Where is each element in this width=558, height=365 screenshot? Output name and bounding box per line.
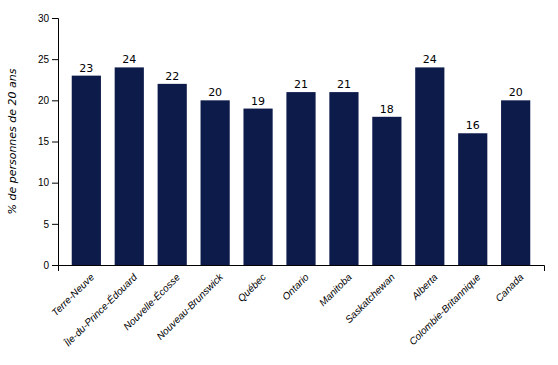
y-tick: 25 [38, 54, 58, 65]
bar [415, 67, 444, 265]
y-tick-label: 5 [43, 219, 49, 230]
x-tick: Saskatchewan [343, 271, 397, 325]
x-tick: Ontario [280, 271, 311, 302]
chart-svg: 0 5 10 15 20 25 30 Terre-NeuveÎle-du-Prince-Édo… [0, 0, 558, 365]
y-tick: 30 [38, 13, 58, 24]
data-label: 21 [337, 78, 351, 91]
plot-area: 0 5 10 15 20 25 30 Terre-NeuveÎle-du-Prince-Édo… [38, 13, 545, 349]
x-tick: Alberta [409, 271, 440, 302]
data-label: 21 [294, 78, 308, 91]
bar [458, 133, 487, 265]
data-label: 18 [380, 103, 394, 116]
y-tick-label: 25 [38, 54, 50, 65]
x-tick-label: Nouveau-Brunswick [154, 271, 225, 342]
y-axis-title: % de personnes de 20 ans [6, 68, 19, 214]
y-tick-mark [52, 224, 58, 225]
x-tick: Québec [235, 271, 268, 304]
bar [286, 92, 315, 265]
y-tick-label: 10 [38, 177, 50, 188]
y-tick-label: 15 [38, 136, 50, 147]
data-label: 24 [122, 53, 136, 66]
x-tick: Terre-Neuve [49, 271, 96, 318]
x-tick: Île-du-Prince-Édouard [62, 270, 140, 348]
bar [72, 76, 101, 265]
y-tick-mark [52, 183, 58, 184]
bar [158, 84, 187, 265]
y-tick-label: 20 [38, 95, 50, 106]
y-tick-label: 30 [38, 13, 50, 24]
y-tick: 5 [43, 219, 58, 230]
chart-container: 0 5 10 15 20 25 30 Terre-NeuveÎle-du-Prince-Édo… [0, 0, 558, 365]
y-axis: 0 5 10 15 20 25 30 [38, 13, 59, 271]
x-tick: Colombie-Britannique [407, 271, 483, 347]
x-tick-label: Alberta [409, 271, 440, 302]
y-tick: 20 [38, 95, 58, 106]
y-tick-mark [52, 265, 58, 266]
x-tick-label: Colombie-Britannique [407, 271, 483, 347]
x-tick-label: Saskatchewan [343, 271, 397, 325]
x-tick-label: Manitoba [317, 271, 354, 308]
y-tick: 10 [38, 177, 58, 188]
x-tick-label: Québec [235, 271, 268, 304]
y-tick-mark [52, 100, 58, 101]
data-label: 20 [208, 86, 222, 99]
y-tick-mark [52, 18, 58, 19]
x-axis-line [59, 266, 545, 272]
x-tick-label: Terre-Neuve [49, 271, 96, 318]
y-tick: 0 [43, 260, 58, 271]
data-label: 19 [251, 95, 265, 108]
x-tick-label: Île-du-Prince-Édouard [62, 270, 140, 348]
data-label: 16 [466, 119, 480, 132]
x-tick: Manitoba [317, 271, 354, 308]
y-tick-label: 0 [43, 260, 49, 271]
data-label: 23 [79, 62, 93, 75]
x-axis: Terre-NeuveÎle-du-Prince-ÉdouardNouvelle… [49, 266, 544, 349]
bar [243, 109, 272, 265]
bar [115, 67, 144, 265]
bar [201, 100, 230, 265]
bar [372, 117, 401, 265]
x-tick-label: Ontario [280, 271, 311, 302]
data-label: 22 [165, 70, 179, 83]
data-label: 24 [423, 53, 437, 66]
bar [501, 100, 530, 265]
y-tick: 15 [38, 136, 58, 147]
y-tick-mark [52, 142, 58, 143]
y-tick-mark [52, 59, 58, 60]
x-tick-label: Canada [493, 271, 526, 304]
x-tick: Nouveau-Brunswick [154, 271, 225, 342]
data-label: 20 [509, 86, 523, 99]
data-labels: 23 24 22 20 19 21 21 18 24 16 20 [79, 53, 522, 132]
y-axis-line [52, 19, 59, 266]
bars [72, 67, 531, 265]
x-tick: Canada [493, 271, 526, 304]
bar [329, 92, 358, 265]
